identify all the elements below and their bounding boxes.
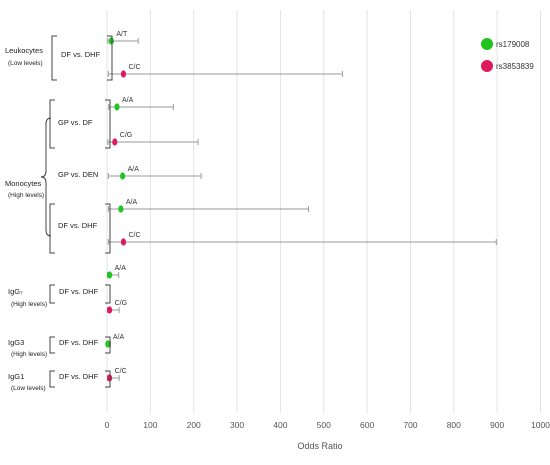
legend-marker xyxy=(481,60,493,72)
whisker-layer xyxy=(106,38,497,381)
legend: rs179008 rs3853839 xyxy=(481,38,534,72)
group-label: Leukocytes xyxy=(5,46,43,55)
x-tick-label: 200 xyxy=(187,420,201,430)
comparison-label: DF vs. DHF xyxy=(61,50,101,59)
comparison-label: GP vs. DEN xyxy=(58,170,98,179)
odds-ratio-point xyxy=(107,271,113,279)
genotype-label: C/C xyxy=(128,64,140,71)
legend-marker xyxy=(481,38,493,50)
point-layer xyxy=(105,37,127,382)
comparison-bracket xyxy=(105,99,111,149)
genotype-label: A/A xyxy=(113,334,125,341)
genotype-label: C/C xyxy=(128,232,140,239)
genotype-label: A/A xyxy=(128,166,140,173)
group-label: Monocytes xyxy=(5,179,42,188)
group-label: IgG₇ xyxy=(8,287,23,296)
comparison-bracket xyxy=(105,370,111,388)
x-tick-label: 900 xyxy=(490,420,504,430)
odds-ratio-point xyxy=(107,306,113,314)
odds-ratio-point xyxy=(120,238,127,246)
comparison-bracket xyxy=(105,284,111,304)
odds-ratio-point xyxy=(114,103,120,111)
legend-label: rs3853839 xyxy=(496,62,534,71)
comparison-bracket xyxy=(105,336,111,354)
x-tick-label: 100 xyxy=(143,420,157,430)
group-sublabel: (High levels) xyxy=(8,192,44,199)
x-tick-label: 500 xyxy=(317,420,331,430)
group-sublabel: (High levels) xyxy=(11,351,47,358)
x-tick-label: 300 xyxy=(230,420,244,430)
group-label: IgG3 xyxy=(8,338,24,347)
comparison-bracket xyxy=(51,35,57,81)
comparison-bracket xyxy=(49,99,55,149)
x-tick-label: 1000 xyxy=(531,420,550,430)
x-tick-label: 600 xyxy=(360,420,374,430)
legend-label: rs179008 xyxy=(496,40,530,49)
x-axis-title: Odds Ratio xyxy=(297,441,342,451)
odds-ratio-point xyxy=(108,37,114,45)
comparison-label: DF vs. DHF xyxy=(59,372,99,381)
comparison-bracket xyxy=(49,336,55,354)
genotype-label: A/A xyxy=(126,199,138,206)
monocytes-brace xyxy=(40,117,52,237)
x-tick-label: 700 xyxy=(403,420,417,430)
x-tick-label: 400 xyxy=(273,420,287,430)
odds-ratio-point xyxy=(118,205,124,213)
comparison-bracket xyxy=(49,370,55,388)
genotype-label: A/T xyxy=(116,31,128,38)
group-label: IgG1 xyxy=(8,372,24,381)
odds-ratio-point xyxy=(120,172,126,180)
genotype-label: C/G xyxy=(115,300,127,307)
comparison-bracket xyxy=(49,284,55,304)
group-sublabel: (Low levels) xyxy=(11,385,46,392)
odds-ratio-point xyxy=(112,138,118,146)
comparison-bracket xyxy=(105,203,111,254)
group-sublabel: (High levels) xyxy=(11,301,47,308)
genotype-label: A/A xyxy=(122,97,134,104)
grid-layer: 0 100 200 300 400 500 600 700 800 900 1000 xyxy=(105,10,550,430)
genotype-label: A/A xyxy=(115,265,127,272)
comparison-label: DF vs. DHF xyxy=(58,221,98,230)
odds-ratio-point xyxy=(105,340,111,348)
x-tick-label: 800 xyxy=(447,420,461,430)
comparison-label: DF vs. DHF xyxy=(59,338,99,347)
comparison-label: GP vs. DF xyxy=(58,118,93,127)
comparison-bracket xyxy=(49,203,55,254)
label-layer: A/T C/C A/A C/G A/A A/A C/C A/A C/G A/A C/C Leukocy… xyxy=(5,31,141,392)
genotype-label: C/C xyxy=(115,368,127,375)
comparison-bracket xyxy=(107,35,113,81)
comparison-label: DF vs. DHF xyxy=(59,287,99,296)
x-tick-label: 0 xyxy=(105,420,110,430)
genotype-label: C/G xyxy=(120,132,132,139)
odds-ratio-point xyxy=(120,70,127,78)
group-sublabel: (Low levels) xyxy=(8,60,43,67)
